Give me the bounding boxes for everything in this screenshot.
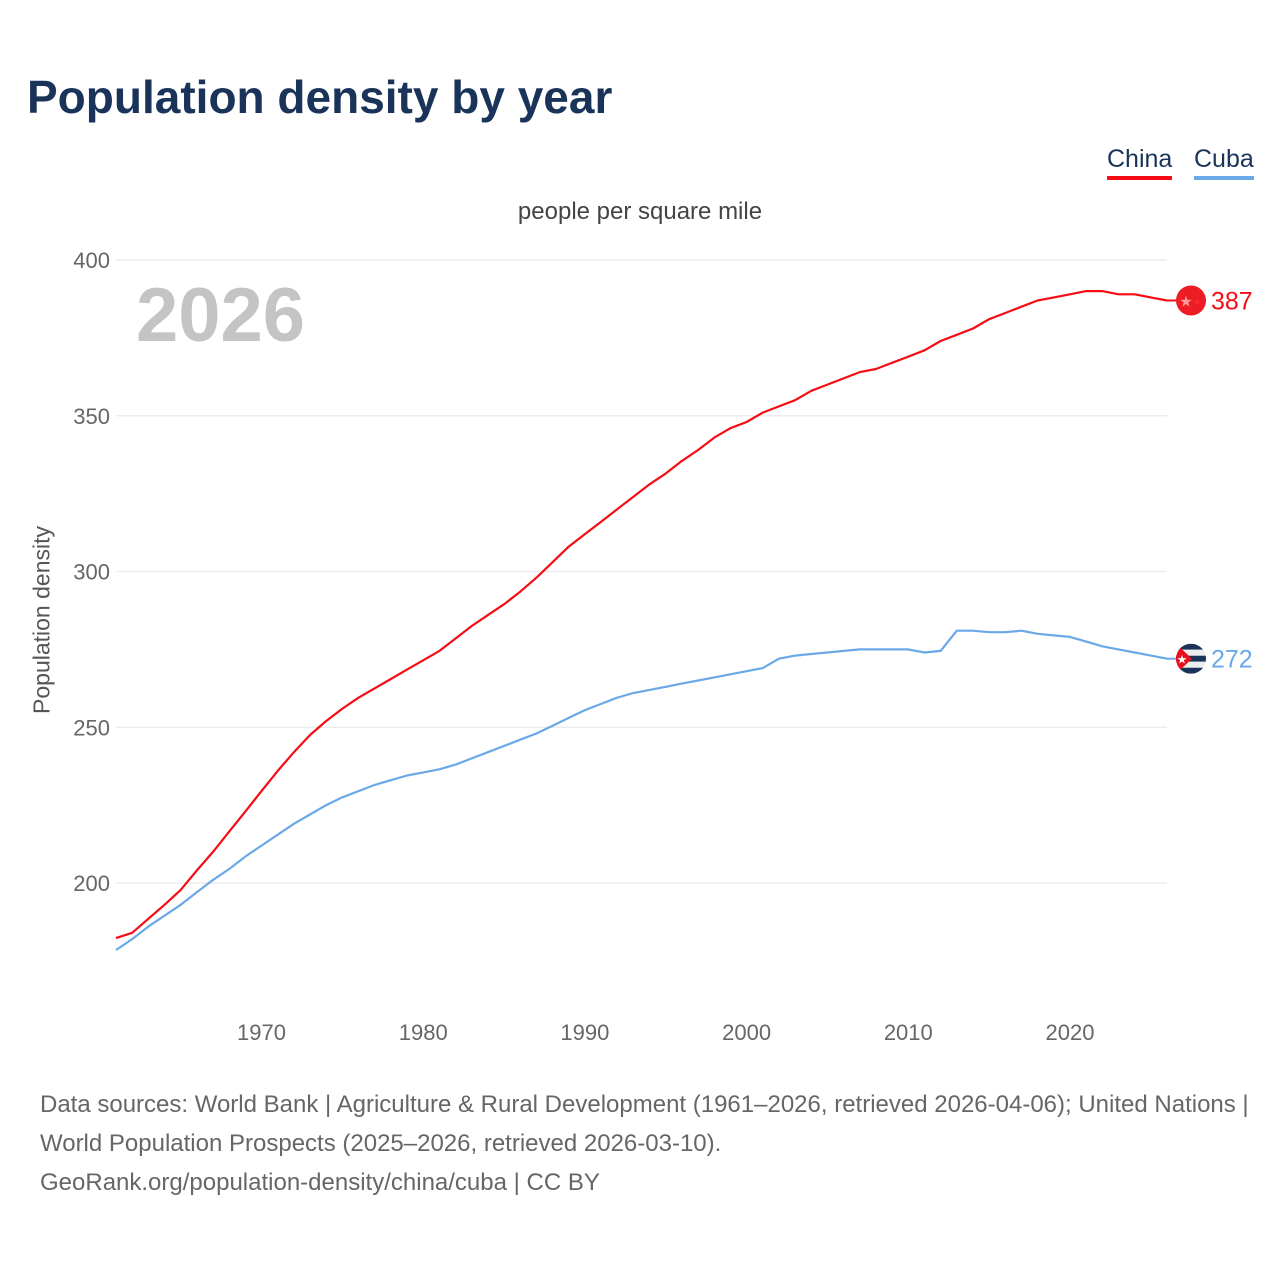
chart-subtitle: people per square mile: [517, 198, 763, 225]
y-tick-label: 200: [73, 871, 110, 896]
y-tick-label: 300: [73, 560, 110, 585]
y-tick-label: 250: [73, 715, 110, 740]
footer: Data sources: World Bank | Agriculture &…: [40, 1085, 1250, 1202]
end-value-label-china: 387: [1211, 287, 1253, 315]
x-tick-label: 1970: [237, 1020, 286, 1045]
y-tick-label: 350: [73, 404, 110, 429]
x-tick-label: 2000: [722, 1020, 771, 1045]
china-flag-icon: [1176, 285, 1206, 316]
x-tick-label: 1990: [560, 1020, 609, 1045]
series-line-cuba: [115, 629, 1168, 951]
current-year-label: 2026: [136, 273, 306, 358]
flag-star-icon: ★: [1179, 293, 1192, 310]
end-value-label-cuba: 272: [1211, 646, 1253, 674]
x-tick-label: 2020: [1046, 1020, 1095, 1045]
cuba-flag-icon: [1176, 643, 1206, 674]
flag-star-icon: ★: [1177, 653, 1188, 667]
y-tick-label: 400: [73, 248, 110, 273]
chart-title: Population density by year: [27, 71, 613, 123]
data-sources: Data sources: World Bank | Agriculture &…: [40, 1091, 1249, 1157]
x-tick-label: 2010: [884, 1020, 933, 1045]
flag-star-icon: ⁘: [1194, 299, 1200, 306]
series-line-china: [115, 290, 1168, 940]
x-tick-label: 1980: [399, 1020, 448, 1045]
legend-cuba[interactable]: Cuba: [1194, 145, 1254, 180]
legend-china[interactable]: China: [1107, 145, 1173, 180]
credit-link[interactable]: GeoRank.org/population-density/china/cub…: [40, 1169, 600, 1196]
